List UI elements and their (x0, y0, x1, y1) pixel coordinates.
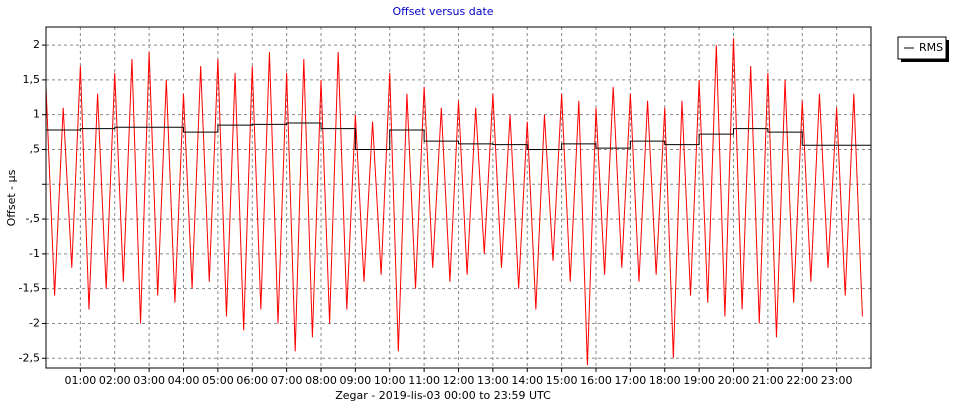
x-tick-label: 19:00 (683, 374, 715, 387)
x-tick-label: 04:00 (168, 374, 200, 387)
y-tick-label: ,5 (30, 142, 41, 155)
chart-title: Offset versus date (392, 5, 493, 18)
x-tick-label: 15:00 (546, 374, 578, 387)
x-tick-label: 06:00 (236, 374, 268, 387)
x-tick-label: 22:00 (786, 374, 818, 387)
y-tick-label: 1 (33, 108, 40, 121)
plot-frame (45, 26, 872, 369)
y-axis-label: Offset - µs (5, 169, 18, 226)
x-tick-label: 14:00 (511, 374, 543, 387)
x-tick-label: 12:00 (443, 374, 475, 387)
x-tick-label: 18:00 (649, 374, 681, 387)
x-axis-label: Zegar - 2019-lis-03 00:00 to 23:59 UTC (335, 389, 551, 402)
y-tick-label: -,5 (26, 212, 40, 225)
x-tick-label: 09:00 (340, 374, 372, 387)
y-tick-label: -1 (29, 247, 40, 260)
x-tick-label: 16:00 (580, 374, 612, 387)
x-tick-label: 20:00 (718, 374, 750, 387)
y-tick-label: 1,5 (23, 73, 41, 86)
rms-line (46, 122, 871, 150)
x-tick-label: 13:00 (477, 374, 509, 387)
x-tick-label: 10:00 (374, 374, 406, 387)
x-tick-label: 23:00 (821, 374, 853, 387)
legend-label: RMS (919, 41, 943, 54)
x-tick-label: 01:00 (65, 374, 97, 387)
x-tick-label: 03:00 (133, 374, 165, 387)
offset-line (45, 38, 863, 366)
x-tick-label: 08:00 (305, 374, 337, 387)
legend-box (897, 36, 947, 60)
y-tick-label: -2,5 (19, 351, 40, 364)
y-tick-label: 2 (33, 38, 40, 51)
x-tick-label: 07:00 (271, 374, 303, 387)
x-tick-label: 21:00 (752, 374, 784, 387)
legend: RMS (897, 36, 949, 62)
x-tick-label: 05:00 (202, 374, 234, 387)
y-tick-label: -1,5 (19, 282, 40, 295)
x-tick-label: 17:00 (615, 374, 647, 387)
x-tick-label: 11:00 (408, 374, 440, 387)
y-tick-label: -2 (29, 316, 40, 329)
x-tick-label: 02:00 (99, 374, 131, 387)
